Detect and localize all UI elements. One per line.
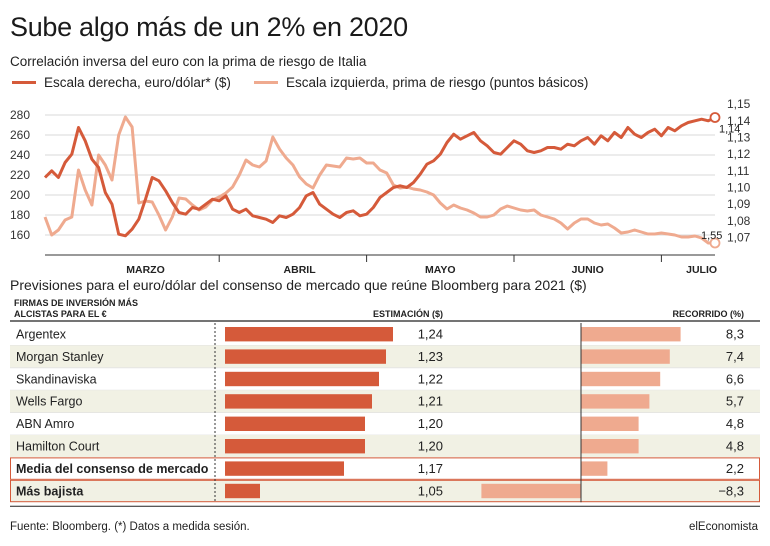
row-highlight-box [10,479,760,503]
recorrido-value: 2,2 [726,461,744,476]
column-header-recorrido: RECORRIDO (%) [673,309,745,319]
recorrido-bar [581,439,639,454]
recorrido-bar [581,371,661,387]
estimate-value: 1,17 [418,461,443,476]
estimate-value: 1,20 [418,416,443,431]
x-tick-label: JUNIO [572,264,604,275]
column-header-firms: ALCISTAS PARA EL € [14,309,107,319]
row-name: Morgan Stanley [16,350,104,364]
source-note: Fuente: Bloomberg. (*) Datos a medida se… [10,521,250,533]
column-header-firms: FIRMAS DE INVERSIÓN MÁS [14,297,138,308]
estimate-bar [225,483,260,499]
y-right-tick: 1,10 [727,181,751,195]
row-name: ABN Amro [16,417,74,431]
row-name: Hamilton Court [16,440,100,454]
y-right-tick: 1,11 [727,164,750,178]
estimate-value: 1,05 [418,483,443,498]
estimate-bar [225,349,386,364]
row-name: Media del consenso de mercado [16,462,209,476]
estimate-bar [225,327,393,342]
column-header-estimate: ESTIMACIÓN ($) [373,308,443,319]
estimate-bar [225,461,344,476]
table-title: Previsiones para el euro/dólar del conse… [10,277,587,293]
recorrido-value: 5,7 [726,394,744,409]
recorrido-bar [481,483,581,499]
estimate-value: 1,21 [418,394,443,409]
y-right-tick: 1,09 [727,197,751,211]
recorrido-value: 4,8 [726,439,744,454]
brand-logo: elEconomista [688,521,758,533]
estimate-bar [225,394,372,409]
series-eur-end-label: 1,14 [719,124,740,136]
y-left-tick: 220 [10,168,30,182]
series-prima-line [43,115,715,245]
row-shade [10,390,760,413]
row-name: Más bajista [16,484,84,498]
estimate-value: 1,23 [418,349,443,364]
x-tick-label: JULIO [686,264,717,275]
estimate-bar [225,371,379,387]
recorrido-bar [581,416,639,431]
x-tick-label: ABRIL [284,264,317,275]
series-eur-line [43,116,716,238]
estimate-value: 1,22 [418,371,443,386]
recorrido-value: −8,3 [718,483,744,498]
y-left-tick: 260 [10,128,30,142]
x-tick-label: MARZO [126,264,165,275]
y-left-tick: 280 [10,108,30,122]
recorrido-bar [581,461,608,476]
row-name: Wells Fargo [16,395,83,409]
y-right-tick: 1,08 [727,214,751,228]
y-left-tick: 160 [10,228,30,242]
legend-eur: Escala derecha, euro/dólar* ($) [12,75,231,90]
recorrido-value: 4,8 [726,416,744,431]
estimate-value: 1,24 [418,327,443,342]
chart-title: Sube algo más de un 2% en 2020 [10,12,408,42]
recorrido-bar [581,327,681,342]
chart-subtitle: Correlación inversa del euro con la prim… [10,54,367,69]
series-eur-end-marker [709,112,721,123]
legend-eur-label: Escala derecha, euro/dólar* ($) [44,75,231,90]
row-highlight-box [10,457,760,480]
y-right-tick: 1,14 [727,114,751,128]
y-right-tick: 1,15 [727,97,751,111]
series-prima-end-label: 1,55 [701,230,722,242]
series-prima-end-marker [709,237,721,249]
y-left-tick: 200 [10,188,30,202]
row-shade [10,435,760,458]
y-right-tick: 1,13 [727,131,751,145]
legend-eur-swatch [12,81,36,84]
line-chart: 160 180 200 220 240 260 280 1,07 1,08 1,09 1,10 1,1… [10,97,751,275]
recorrido-value: 6,6 [726,371,744,386]
x-tick-label: MAYO [425,264,456,275]
y-left-tick: 180 [10,208,30,222]
row-name: Argentex [16,328,67,342]
estimate-bar [225,416,365,431]
row-name: Skandinaviska [16,372,97,386]
recorrido-value: 7,4 [726,349,744,364]
recorrido-bar [581,349,670,364]
recorrido-value: 8,3 [726,327,744,342]
legend-prima: Escala izquierda, prima de riesgo (punto… [254,75,588,90]
y-left-tick: 240 [10,148,30,162]
legend-prima-swatch [254,81,278,84]
legend-prima-label: Escala izquierda, prima de riesgo (punto… [286,75,589,90]
row-shade [10,479,760,503]
y-right-tick: 1,12 [727,147,751,161]
estimate-bar [225,439,365,454]
estimate-value: 1,20 [418,439,443,454]
y-right-tick: 1,07 [727,231,751,245]
recorrido-bar [581,394,650,409]
